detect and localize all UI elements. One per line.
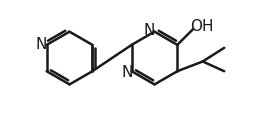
Text: OH: OH: [190, 19, 214, 34]
Text: N: N: [35, 37, 47, 52]
Text: N: N: [144, 23, 155, 38]
Text: N: N: [121, 65, 132, 80]
